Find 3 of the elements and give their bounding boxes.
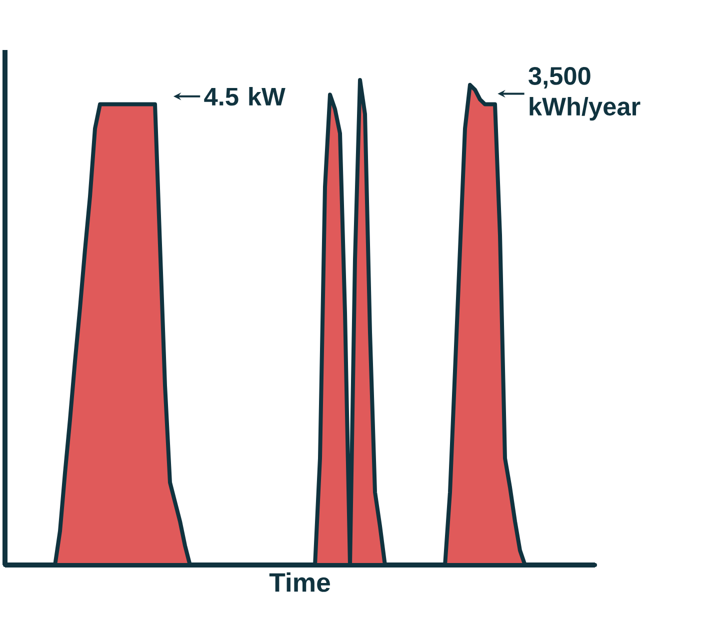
x-axis-title: Time xyxy=(269,572,330,592)
annotation: 4.5 kW xyxy=(204,87,286,106)
annotation: 3,500 kWh/year xyxy=(528,66,640,121)
